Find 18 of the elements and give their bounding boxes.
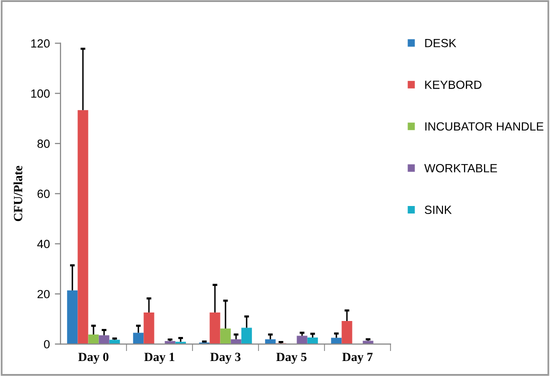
legend-label: SINK <box>424 206 452 214</box>
y-tick-label: 120 <box>31 39 50 48</box>
legend-label: DESK <box>425 38 456 48</box>
y-tick-label: 80 <box>37 140 50 148</box>
y-tick-label: 40 <box>37 240 50 248</box>
legend-label: INCUBATOR HANDLE <box>425 122 544 131</box>
y-tick-label: 20 <box>38 290 50 298</box>
legend-label: KEYBORD <box>425 80 482 89</box>
legend-label: WORKTABLE <box>424 164 497 172</box>
x-tick-label: Day 1 <box>144 352 174 364</box>
x-tick-label: Day 3 <box>210 352 241 364</box>
y-axis-title: CFU/Plate <box>13 166 22 222</box>
y-tick-label: 0 <box>44 340 50 348</box>
x-tick-label: Day 7 <box>342 352 373 364</box>
y-tick-label: 100 <box>31 89 50 98</box>
x-tick-label: Day 5 <box>276 352 306 364</box>
x-tick-label: Day 0 <box>78 352 108 364</box>
y-tick-label: 60 <box>38 190 50 198</box>
